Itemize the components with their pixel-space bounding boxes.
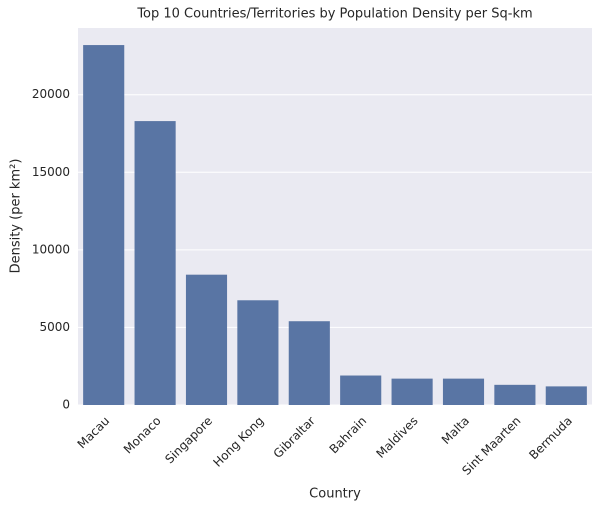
bar (391, 378, 433, 405)
bar (134, 121, 176, 405)
y-axis-label: Density (per km²) (9, 159, 24, 274)
bar (340, 375, 382, 405)
bar (545, 386, 587, 405)
bars (83, 45, 587, 405)
x-tick-label: Gibraltar (271, 414, 318, 461)
x-tick-label: Malta (439, 414, 472, 447)
x-tick-label: Bermuda (526, 414, 575, 463)
y-tick-label: 15000 (32, 165, 70, 179)
x-tick-label: Hong Kong (210, 414, 266, 470)
y-tick-label: 10000 (32, 242, 70, 256)
bar (237, 300, 279, 405)
bar (494, 384, 536, 405)
x-tick-label: Singapore (162, 414, 215, 467)
bar (442, 378, 485, 405)
bar (185, 274, 228, 405)
y-tick-label: 20000 (32, 87, 70, 101)
bar (83, 45, 125, 405)
x-axis-label: Country (309, 487, 361, 502)
y-tick-label: 5000 (39, 320, 70, 334)
chart-title: Top 10 Countries/Territories by Populati… (136, 7, 532, 22)
y-tick-label: 0 (62, 398, 70, 412)
bar (288, 321, 330, 405)
x-tick-label: Monaco (121, 414, 164, 457)
x-tick-label: Maldives (374, 414, 421, 461)
x-tick-label: Macau (75, 414, 113, 452)
x-tick-label: Bahrain (327, 414, 370, 457)
